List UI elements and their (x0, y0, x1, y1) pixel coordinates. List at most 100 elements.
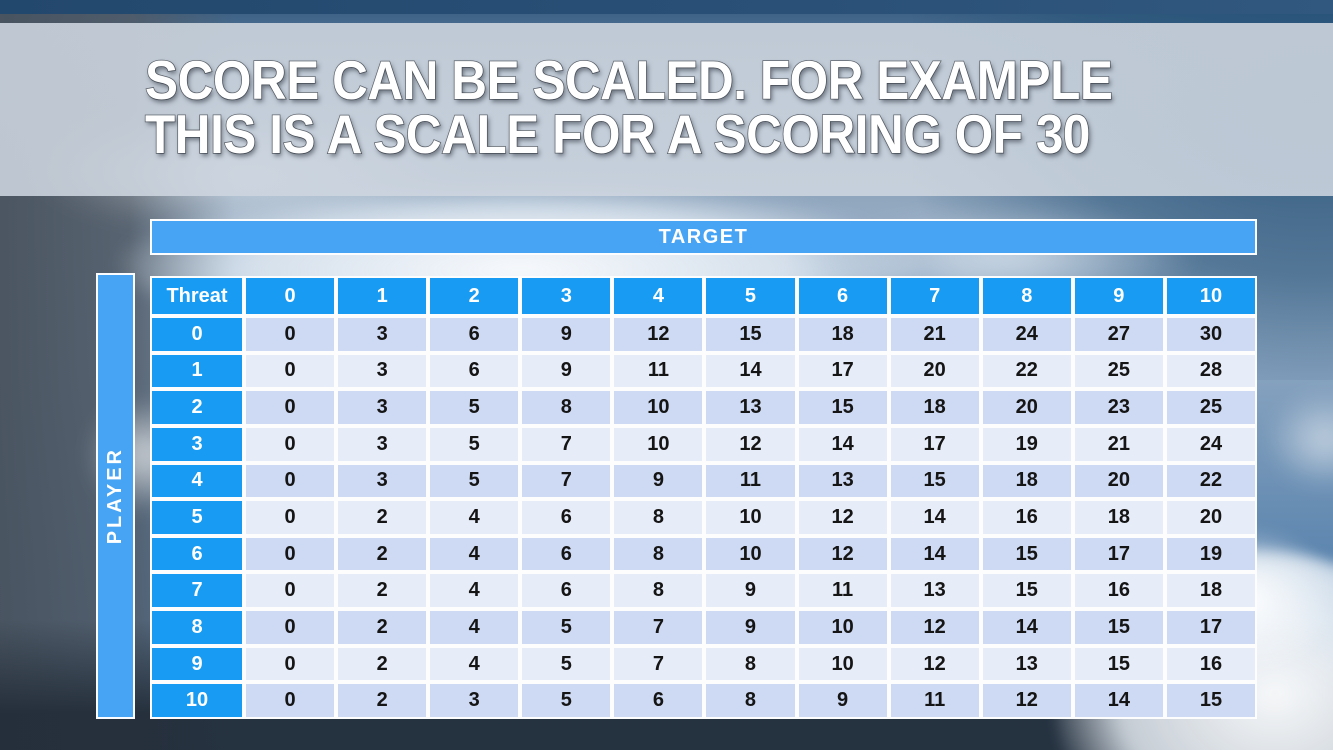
score-cell-r8-c5: 9 (706, 611, 795, 644)
score-cell-r4-c3: 7 (522, 464, 611, 498)
score-cell-r4-c5: 11 (706, 464, 795, 498)
score-cell-r6-c1: 2 (338, 537, 427, 571)
score-cell-r1-c0: 0 (246, 354, 335, 388)
score-cell-r5-c0: 0 (246, 501, 335, 534)
row-header-5: 5 (152, 501, 242, 534)
score-cell-r8-c2: 4 (430, 611, 519, 644)
score-cell-r2-c3: 8 (522, 391, 611, 424)
score-cell-r7-c6: 11 (798, 574, 887, 608)
score-cell-r7-c9: 16 (1074, 574, 1163, 608)
score-cell-r0-c8: 24 (982, 318, 1071, 351)
score-cell-r10-c4: 6 (614, 684, 703, 717)
score-cell-r2-c7: 18 (890, 391, 979, 424)
score-cell-r5-c6: 12 (798, 501, 887, 534)
row-header-4: 4 (152, 464, 242, 498)
score-cell-r8-c0: 0 (246, 611, 335, 644)
score-cell-r7-c5: 9 (706, 574, 795, 608)
score-cell-r5-c5: 10 (706, 501, 795, 534)
score-cell-r4-c2: 5 (430, 464, 519, 498)
row-header-2: 2 (152, 391, 242, 424)
score-cell-r2-c6: 15 (798, 391, 887, 424)
score-cell-r10-c2: 3 (430, 684, 519, 717)
score-cell-r3-c0: 0 (246, 427, 335, 461)
score-cell-r10-c8: 12 (982, 684, 1071, 717)
score-cell-r10-c3: 5 (522, 684, 611, 717)
score-cell-r2-c5: 13 (706, 391, 795, 424)
score-cell-r5-c8: 16 (982, 501, 1071, 534)
score-cell-r8-c7: 12 (890, 611, 979, 644)
score-cell-r3-c1: 3 (338, 427, 427, 461)
score-cell-r6-c8: 15 (982, 537, 1071, 571)
score-cell-r0-c10: 30 (1166, 318, 1255, 351)
corner-header-threat: Threat (152, 278, 242, 314)
score-cell-r1-c9: 25 (1074, 354, 1163, 388)
score-cell-r3-c4: 10 (614, 427, 703, 461)
score-cell-r1-c8: 22 (982, 354, 1071, 388)
score-cell-r6-c10: 19 (1166, 537, 1255, 571)
top-accent-strip (0, 0, 1333, 14)
score-cell-r8-c3: 5 (522, 611, 611, 644)
score-cell-r6-c6: 12 (798, 537, 887, 571)
row-header-10: 10 (152, 684, 242, 717)
score-cell-r10-c5: 8 (706, 684, 795, 717)
row-header-6: 6 (152, 537, 242, 571)
score-cell-r4-c8: 18 (982, 464, 1071, 498)
row-header-9: 9 (152, 647, 242, 681)
score-cell-r7-c3: 6 (522, 574, 611, 608)
row-header-1: 1 (152, 354, 242, 388)
row-header-0: 0 (152, 318, 242, 351)
score-cell-r0-c3: 9 (522, 318, 611, 351)
score-cell-r3-c9: 21 (1074, 427, 1163, 461)
score-cell-r0-c4: 12 (614, 318, 703, 351)
score-cell-r3-c5: 12 (706, 427, 795, 461)
score-cell-r8-c6: 10 (798, 611, 887, 644)
score-cell-r1-c10: 28 (1166, 354, 1255, 388)
score-cell-r8-c1: 2 (338, 611, 427, 644)
score-cell-r9-c1: 2 (338, 647, 427, 681)
score-cell-r3-c3: 7 (522, 427, 611, 461)
score-cell-r6-c9: 17 (1074, 537, 1163, 571)
score-cell-r8-c10: 17 (1166, 611, 1255, 644)
score-cell-r4-c1: 3 (338, 464, 427, 498)
score-cell-r7-c8: 15 (982, 574, 1071, 608)
score-cell-r10-c7: 11 (890, 684, 979, 717)
score-cell-r1-c1: 3 (338, 354, 427, 388)
score-cell-r0-c7: 21 (890, 318, 979, 351)
score-cell-r3-c6: 14 (798, 427, 887, 461)
score-cell-r5-c1: 2 (338, 501, 427, 534)
score-cell-r10-c10: 15 (1166, 684, 1255, 717)
col-header-3: 3 (522, 278, 611, 314)
score-cell-r4-c0: 0 (246, 464, 335, 498)
score-cell-r1-c3: 9 (522, 354, 611, 388)
row-header-8: 8 (152, 611, 242, 644)
target-header-bar: TARGET (150, 219, 1257, 255)
score-cell-r10-c0: 0 (246, 684, 335, 717)
score-cell-r6-c0: 0 (246, 537, 335, 571)
score-cell-r3-c7: 17 (890, 427, 979, 461)
score-cell-r2-c10: 25 (1166, 391, 1255, 424)
score-cell-r4-c4: 9 (614, 464, 703, 498)
col-header-2: 2 (430, 278, 519, 314)
score-cell-r4-c10: 22 (1166, 464, 1255, 498)
score-cell-r7-c10: 18 (1166, 574, 1255, 608)
score-cell-r3-c8: 19 (982, 427, 1071, 461)
col-header-10: 10 (1166, 278, 1255, 314)
score-cell-r9-c3: 5 (522, 647, 611, 681)
score-cell-r9-c5: 8 (706, 647, 795, 681)
row-header-3: 3 (152, 427, 242, 461)
score-cell-r0-c0: 0 (246, 318, 335, 351)
score-cell-r8-c4: 7 (614, 611, 703, 644)
score-cell-r2-c2: 5 (430, 391, 519, 424)
col-header-1: 1 (338, 278, 427, 314)
score-cell-r2-c4: 10 (614, 391, 703, 424)
score-cell-r3-c10: 24 (1166, 427, 1255, 461)
score-cell-r9-c0: 0 (246, 647, 335, 681)
col-header-6: 6 (798, 278, 887, 314)
score-cell-r2-c0: 0 (246, 391, 335, 424)
score-cell-r4-c7: 15 (890, 464, 979, 498)
score-cell-r5-c3: 6 (522, 501, 611, 534)
score-cell-r6-c4: 8 (614, 537, 703, 571)
score-cell-r9-c10: 16 (1166, 647, 1255, 681)
score-cell-r9-c7: 12 (890, 647, 979, 681)
